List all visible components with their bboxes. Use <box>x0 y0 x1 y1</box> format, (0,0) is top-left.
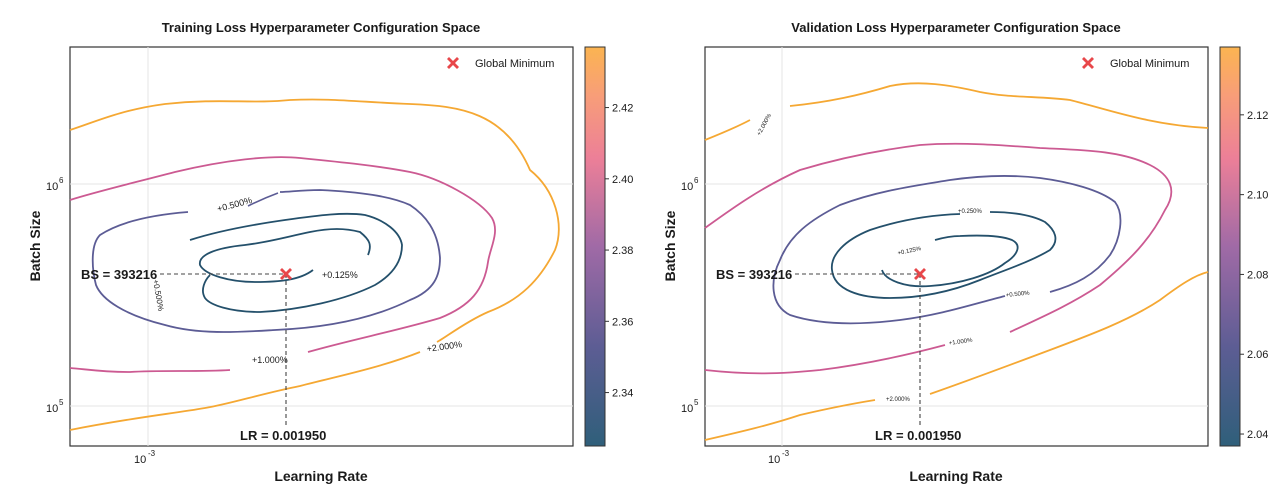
bs-annotation: BS = 393216 <box>716 267 792 282</box>
svg-text:10: 10 <box>768 454 780 466</box>
contour-1pct <box>704 142 1173 333</box>
contour-2pct <box>69 98 560 343</box>
svg-text:10: 10 <box>134 454 146 466</box>
y-axis-label: Batch Size <box>27 210 43 281</box>
contour-label: +2.000% <box>426 339 463 354</box>
colorbar-tick-label: 2.06 <box>1247 349 1268 361</box>
svg-text:10: 10 <box>46 181 58 193</box>
contour-quarter-pct <box>831 211 1057 299</box>
contour-2pct <box>704 119 751 141</box>
training-panel: Training Loss Hyperparameter Configurati… <box>27 20 633 484</box>
chart-title: Validation Loss Hyperparameter Configura… <box>791 20 1120 35</box>
colorbar-tick-label: 2.08 <box>1247 269 1268 281</box>
contour-quarter-pct <box>189 212 403 313</box>
legend-label: Global Minimum <box>475 58 554 70</box>
contour-label: +2.000% <box>886 397 911 403</box>
contour-2pct <box>929 271 1209 395</box>
contour-label: +0.250% <box>958 209 983 215</box>
x-axis-label: Learning Rate <box>909 468 1003 484</box>
lr-annotation: LR = 0.001950 <box>875 428 961 443</box>
x-tick-label: 10 -3 <box>768 449 790 466</box>
y-tick-label: 10 6 <box>681 176 699 193</box>
svg-text:-3: -3 <box>782 449 790 458</box>
contour-2pct <box>704 399 876 441</box>
plot-area <box>69 46 574 447</box>
legend: Global Minimum <box>1082 57 1189 70</box>
contour-label: +0.500% <box>1006 290 1031 299</box>
x-axis-label: Learning Rate <box>274 468 368 484</box>
lr-annotation: LR = 0.001950 <box>240 428 326 443</box>
contour-eighth-pct <box>881 234 1019 288</box>
y-tick-label: 10 5 <box>681 398 699 415</box>
contour-label: +1.000% <box>252 355 288 365</box>
contour-1pct <box>69 156 496 353</box>
svg-text:6: 6 <box>694 176 699 185</box>
minimum-marker <box>280 268 292 280</box>
colorbar-tick-label: 2.34 <box>612 388 633 400</box>
colorbar-tick-label: 2.10 <box>1247 190 1268 202</box>
plot-area <box>704 46 1209 447</box>
colorbar-tick-label: 2.36 <box>612 316 633 328</box>
colorbar-ticks: 2.34 2.36 2.38 2.40 2.42 <box>605 103 633 400</box>
minimum-marker <box>914 268 926 280</box>
colorbar-tick-label: 2.38 <box>612 245 633 257</box>
contour-eighth-pct <box>199 228 371 283</box>
validation-panel: Validation Loss Hyperparameter Configura… <box>662 20 1268 484</box>
contour-2pct <box>69 351 421 431</box>
colorbar-tick-label: 2.04 <box>1247 429 1268 441</box>
y-tick-label: 10 5 <box>46 398 64 415</box>
contour-1pct <box>704 344 946 375</box>
svg-text:10: 10 <box>681 181 693 193</box>
svg-text:5: 5 <box>694 398 699 407</box>
bs-annotation: BS = 393216 <box>81 267 157 282</box>
chart-title: Training Loss Hyperparameter Configurati… <box>162 20 481 35</box>
colorbar-tick-label: 2.42 <box>612 103 633 115</box>
x-tick-label: 10 -3 <box>134 449 156 466</box>
svg-text:-3: -3 <box>148 449 156 458</box>
y-axis-label: Batch Size <box>662 210 678 281</box>
contour-half-pct <box>247 192 279 207</box>
colorbar-tick-label: 2.40 <box>612 174 633 186</box>
svg-text:10: 10 <box>681 403 693 415</box>
legend: Global Minimum <box>447 57 554 70</box>
contour-half-pct <box>91 189 441 333</box>
svg-text:10: 10 <box>46 403 58 415</box>
contour-label: +1.000% <box>948 338 973 347</box>
contour-half-pct <box>772 175 1122 325</box>
colorbar <box>584 46 606 447</box>
colorbar-tick-label: 2.12 <box>1247 110 1268 122</box>
contour-2pct <box>789 82 1209 129</box>
legend-label: Global Minimum <box>1110 58 1189 70</box>
contour-label: +0.125% <box>897 246 922 257</box>
contour-1pct <box>69 367 231 373</box>
y-tick-label: 10 6 <box>46 176 64 193</box>
svg-text:5: 5 <box>59 398 64 407</box>
colorbar-ticks: 2.04 2.06 2.08 2.10 2.12 <box>1240 110 1268 441</box>
colorbar <box>1219 46 1241 447</box>
contour-label: +0.125% <box>322 270 358 280</box>
svg-text:6: 6 <box>59 176 64 185</box>
